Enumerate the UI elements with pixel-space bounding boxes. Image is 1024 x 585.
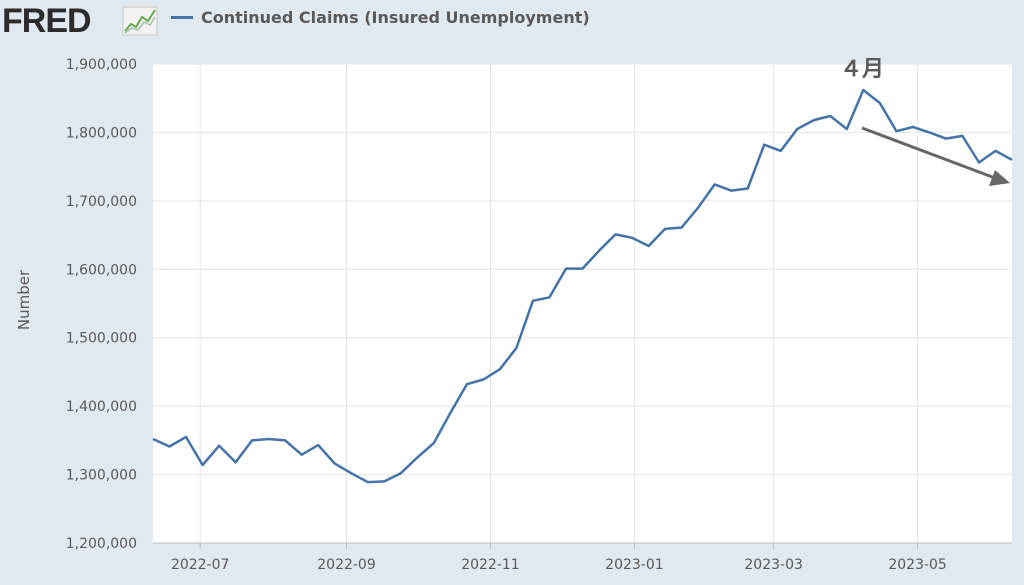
data-point[interactable] — [580, 266, 586, 272]
y-tick-label: 1,300,000 — [66, 468, 137, 484]
data-point[interactable] — [249, 437, 255, 443]
data-point[interactable] — [860, 87, 866, 93]
data-point[interactable] — [464, 381, 470, 387]
annotation-april: ４月 — [840, 57, 884, 82]
data-point[interactable] — [381, 478, 387, 484]
y-axis-label: Number — [15, 269, 33, 330]
annotation-arrow — [861, 126, 1010, 186]
data-point[interactable] — [497, 366, 503, 372]
data-point[interactable] — [679, 225, 685, 231]
fred-graph-icon — [122, 6, 158, 36]
legend-swatch — [171, 16, 193, 19]
data-point[interactable] — [563, 266, 569, 272]
data-point[interactable] — [712, 181, 718, 187]
data-point[interactable] — [266, 436, 272, 442]
data-point[interactable] — [167, 444, 173, 450]
chart-header: FRED Continued Claims (Insured Unemploym… — [0, 0, 1024, 44]
data-point[interactable] — [992, 148, 998, 154]
x-tick-label: 2023-01 — [605, 557, 664, 573]
data-point[interactable] — [662, 226, 668, 232]
data-point[interactable] — [1009, 157, 1015, 163]
data-point[interactable] — [959, 133, 965, 139]
data-point[interactable] — [216, 443, 222, 449]
data-point[interactable] — [646, 243, 652, 249]
data-point[interactable] — [299, 452, 305, 458]
data-point[interactable] — [447, 410, 453, 416]
data-point[interactable] — [315, 442, 321, 448]
data-point[interactable] — [811, 117, 817, 123]
y-tick-label: 1,800,000 — [66, 125, 137, 141]
x-axis-ticks: 2022-07 2022-09 2022-11 2023-01 2023-03 2023-… — [171, 543, 947, 573]
data-point[interactable] — [943, 136, 949, 142]
data-point[interactable] — [414, 454, 420, 460]
series-group — [150, 87, 1015, 485]
data-point[interactable] — [348, 470, 354, 476]
y-tick-label: 1,500,000 — [66, 331, 137, 347]
data-point[interactable] — [480, 376, 486, 382]
data-point[interactable] — [183, 434, 189, 440]
data-point[interactable] — [877, 100, 883, 106]
data-point[interactable] — [365, 479, 371, 485]
data-point[interactable] — [926, 129, 932, 135]
data-point[interactable] — [778, 148, 784, 154]
fred-logo[interactable]: FRED — [2, 2, 162, 42]
y-tick-label: 1,400,000 — [66, 399, 137, 415]
data-point[interactable] — [530, 298, 536, 304]
data-point[interactable] — [794, 126, 800, 132]
data-point[interactable] — [200, 462, 206, 468]
data-point[interactable] — [728, 188, 734, 194]
data-point[interactable] — [282, 437, 288, 443]
series-line[interactable] — [152, 88, 1013, 484]
data-point[interactable] — [398, 470, 404, 476]
plot-area — [153, 64, 1012, 543]
y-axis-ticks: 1,200,000 1,300,000 1,400,000 1,500,000 1,60… — [66, 57, 137, 552]
x-tick-label: 2022-09 — [317, 557, 376, 573]
y-tick-label: 1,700,000 — [66, 194, 137, 210]
data-point[interactable] — [695, 205, 701, 211]
y-tick-label: 1,900,000 — [66, 57, 137, 73]
data-point[interactable] — [976, 160, 982, 166]
y-tick-label: 1,200,000 — [66, 536, 137, 552]
data-point[interactable] — [827, 113, 833, 119]
data-point[interactable] — [761, 142, 767, 148]
data-point[interactable] — [150, 436, 156, 442]
data-point[interactable] — [332, 461, 338, 467]
legend-series-label: Continued Claims (Insured Unemployment) — [201, 8, 590, 27]
data-point[interactable] — [629, 235, 635, 241]
data-point[interactable] — [596, 248, 602, 254]
data-point[interactable] — [513, 345, 519, 351]
data-point[interactable] — [910, 124, 916, 130]
data-point[interactable] — [844, 126, 850, 132]
data-point[interactable] — [893, 128, 899, 134]
data-point[interactable] — [613, 231, 619, 237]
data-point[interactable] — [233, 459, 239, 465]
data-point[interactable] — [546, 294, 552, 300]
chart-legend[interactable]: Continued Claims (Insured Unemployment) — [171, 8, 590, 27]
data-point[interactable] — [745, 186, 751, 192]
x-tick-label: 2023-05 — [888, 557, 947, 573]
gridlines — [153, 63, 1012, 544]
y-tick-label: 1,600,000 — [66, 262, 137, 278]
fred-logo-text: FRED — [2, 2, 91, 40]
x-tick-label: 2022-11 — [461, 557, 520, 573]
x-tick-label: 2023-03 — [744, 557, 803, 573]
x-tick-label: 2022-07 — [171, 557, 230, 573]
data-point[interactable] — [431, 440, 437, 446]
